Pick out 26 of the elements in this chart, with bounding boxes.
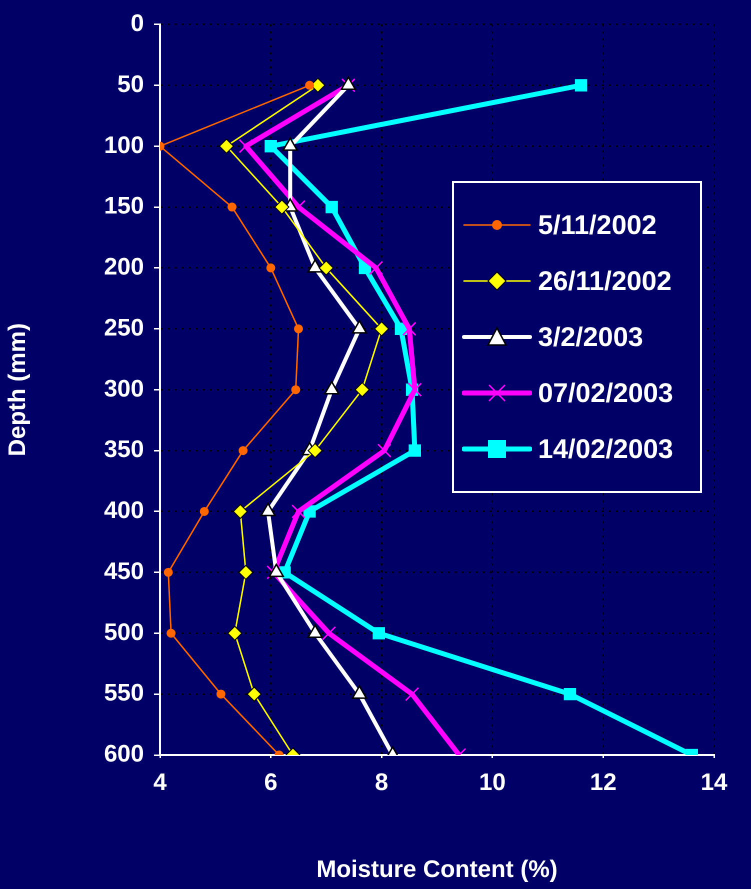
y-tick-label: 0 <box>130 10 144 38</box>
legend-label: 5/11/2002 <box>538 210 657 240</box>
y-axis-title: Depth (mm) <box>4 323 32 456</box>
legend-label: 14/02/2003 <box>538 434 674 464</box>
y-tick-label: 400 <box>104 497 144 524</box>
y-tick-label: 600 <box>104 740 144 768</box>
y-tick-label: 300 <box>104 375 144 402</box>
y-tick-label: 250 <box>104 314 144 342</box>
x-tick-label: 8 <box>374 769 388 796</box>
y-tick-label: 50 <box>117 70 144 98</box>
y-tick-label: 150 <box>104 192 144 220</box>
y-tick-label: 100 <box>104 132 144 159</box>
x-tick-label: 14 <box>700 769 728 796</box>
y-tick-label: 350 <box>104 436 144 464</box>
y-tick-label: 200 <box>104 254 144 281</box>
x-tick-label: 10 <box>479 769 506 796</box>
legend-label: 3/2/2003 <box>538 322 644 352</box>
y-tick-label: 550 <box>104 680 144 707</box>
x-tick-label: 12 <box>590 769 617 796</box>
y-tick-label: 450 <box>104 558 144 585</box>
legend-label: 07/02/2003 <box>538 378 674 408</box>
x-tick-label: 4 <box>153 769 168 796</box>
legend-label: 26/11/2002 <box>538 266 672 296</box>
x-axis-title: Moisture Content (%) <box>316 856 558 884</box>
y-tick-label: 500 <box>104 618 144 646</box>
x-tick-label: 6 <box>264 769 278 796</box>
